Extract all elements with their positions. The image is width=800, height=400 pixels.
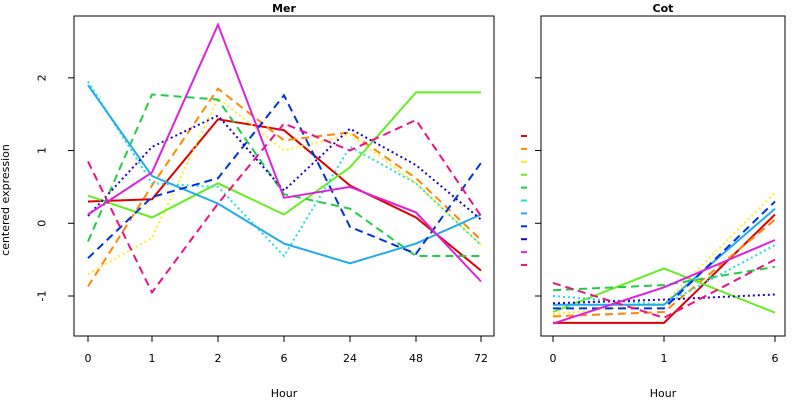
x-tick-label: 6 (281, 352, 288, 365)
mer-y-axis: -1 0 1 2 (36, 74, 74, 302)
series-line-cot-9 (552, 293, 776, 305)
x-tick-label: 0 (550, 352, 557, 365)
panel-title-cot: Cot (653, 2, 674, 15)
plot-frame-mer (73, 15, 495, 337)
series-line-cot-10 (552, 239, 776, 325)
cot-y-axis (535, 77, 541, 297)
panel-cot: Cot 0 1 6 Hour (535, 2, 786, 400)
series-line-cot-1 (553, 213, 776, 324)
series-line-mer-2 (87, 87, 482, 288)
series-line-cot-2 (552, 218, 776, 318)
x-tick-label: 6 (772, 352, 779, 365)
x-tick-label: 24 (343, 352, 357, 365)
mer-x-axis: 0 1 2 6 24 48 72 (85, 336, 488, 365)
series-line-mer-6 (87, 80, 482, 258)
series-line-mer-7 (87, 84, 482, 265)
y-tick-label: 2 (36, 74, 49, 81)
series-line-cot-4 (552, 267, 776, 314)
cot-series-lines (552, 191, 776, 325)
x-tick-label: 48 (409, 352, 423, 365)
mer-series-lines (87, 22, 482, 295)
x-axis-label-cot: Hour (650, 387, 677, 400)
x-tick-label: 0 (85, 352, 92, 365)
series-line-mer-11 (87, 118, 482, 295)
series-line-cot-7 (553, 207, 776, 306)
y-tick-label: 0 (36, 220, 49, 227)
x-tick-label: 1 (149, 352, 156, 365)
x-tick-label: 72 (474, 352, 488, 365)
series-line-cot-8 (553, 200, 776, 310)
series-line-cot-5 (552, 265, 776, 292)
y-axis-label: centered expression (0, 144, 12, 256)
series-line-mer-4 (87, 91, 481, 219)
x-tick-label: 2 (215, 352, 222, 365)
series-line-cot-3 (552, 191, 776, 316)
plot-frame-cot (540, 15, 786, 337)
x-axis-label-mer: Hour (271, 387, 298, 400)
series-line-mer-3 (87, 96, 482, 276)
cot-x-axis: 0 1 6 (550, 336, 779, 365)
legend (521, 135, 527, 266)
panel-title-mer: Mer (272, 2, 296, 15)
panel-mer: Mer -1 0 1 2 0 1 2 6 24 48 72 Hour (36, 2, 495, 400)
series-line-mer-10 (87, 22, 482, 283)
series-line-mer-5 (87, 93, 481, 257)
series-line-mer-1 (87, 118, 482, 272)
series-line-cot-11 (552, 258, 776, 319)
y-tick-label: -1 (36, 291, 49, 302)
x-tick-label: 1 (661, 352, 668, 365)
y-tick-label: 1 (36, 147, 49, 154)
series-line-mer-8 (87, 93, 482, 259)
